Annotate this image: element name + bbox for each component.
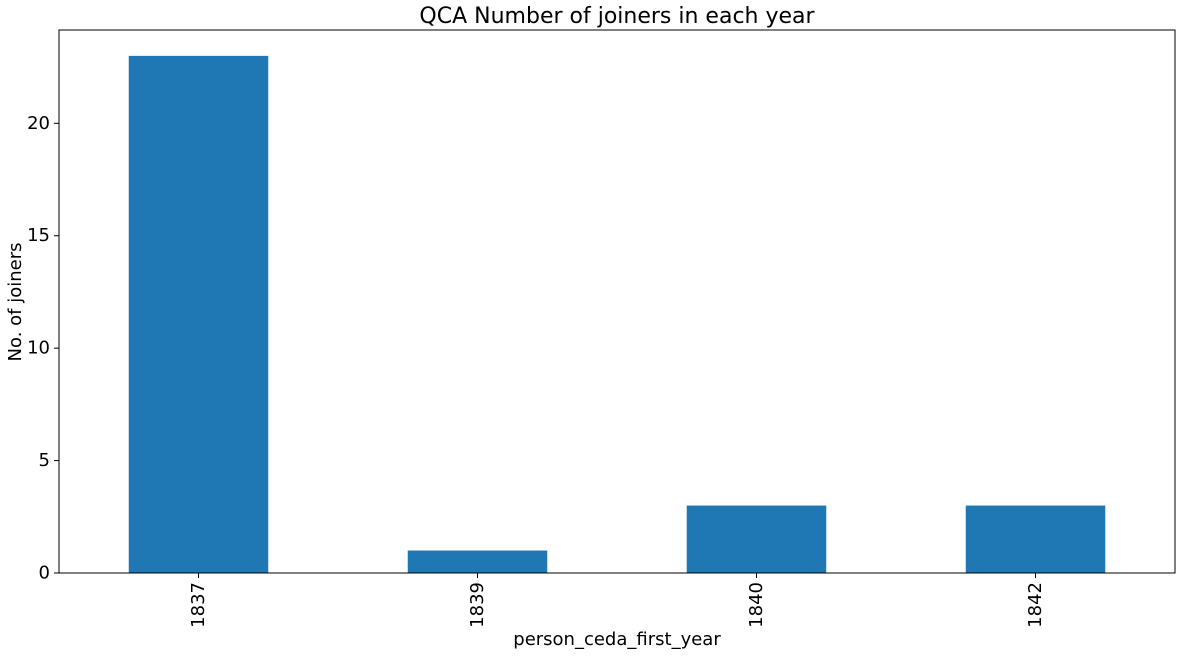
- x-axis-ticks: 1837 1839 1840 1842: [188, 573, 1046, 628]
- y-tick-label: 5: [39, 450, 50, 471]
- y-axis-label: No. of joiners: [5, 243, 26, 362]
- chart-title: QCA Number of joiners in each year: [419, 4, 815, 29]
- bar-1839: [407, 550, 548, 573]
- bars-group: [128, 55, 1106, 574]
- x-tick-label: 1842: [1025, 582, 1046, 628]
- y-tick-label: 0: [39, 563, 50, 584]
- y-tick-label: 10: [27, 338, 50, 359]
- y-tick-label: 15: [27, 225, 50, 246]
- x-tick-label: 1839: [467, 582, 488, 628]
- bar-1840: [686, 505, 827, 573]
- y-tick-label: 20: [27, 113, 50, 134]
- plot-frame: [58, 29, 1176, 574]
- bar-1837: [128, 55, 269, 574]
- bar-1842: [965, 505, 1106, 573]
- x-tick-label: 1837: [188, 582, 209, 628]
- x-axis-label: person_ceda_first_year: [513, 629, 721, 650]
- y-axis-ticks: 0 5 10 15 20: [27, 113, 59, 584]
- x-tick-label: 1840: [746, 582, 767, 628]
